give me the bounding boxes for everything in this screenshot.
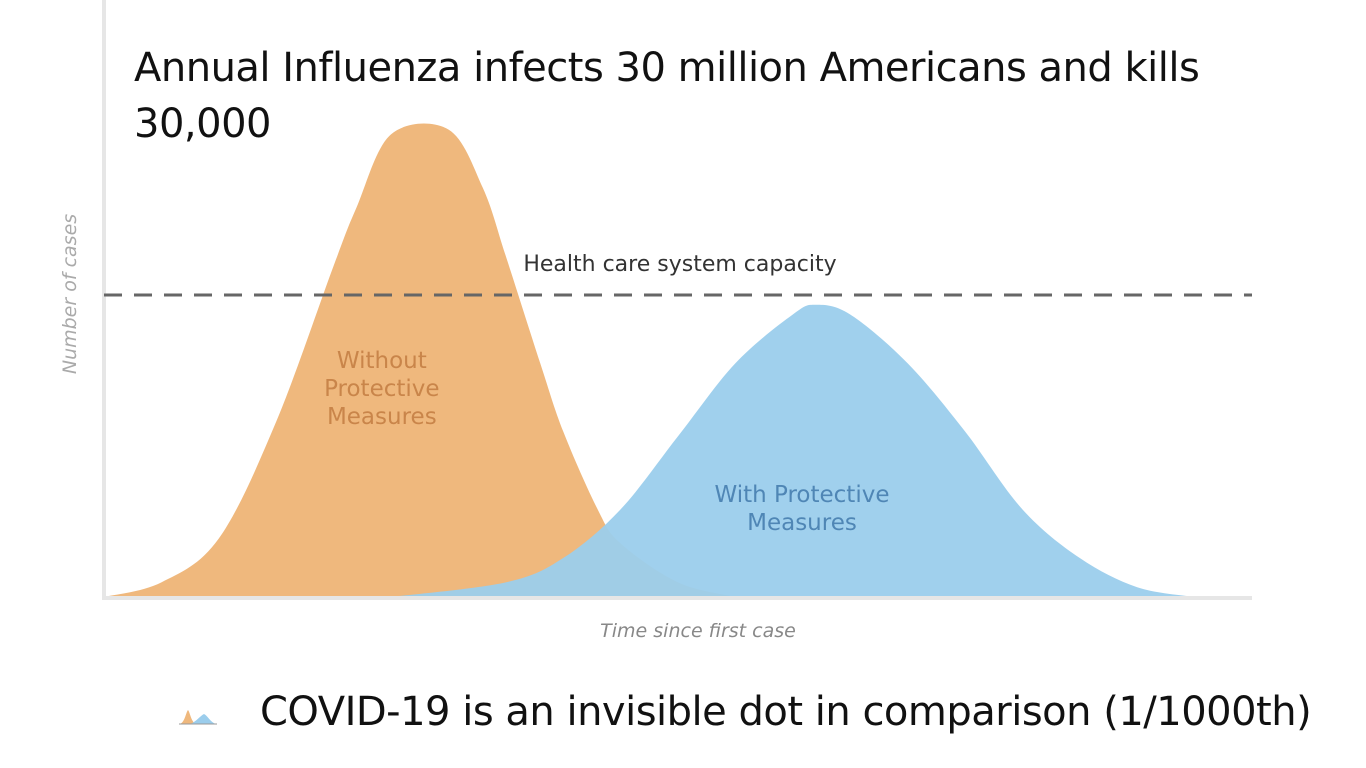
label-with-measures-line: With Protective — [714, 482, 889, 508]
capacity-label: Health care system capacity — [523, 252, 836, 277]
label-without-measures-line: Measures — [327, 404, 437, 430]
chart-areas — [104, 123, 1195, 597]
y-axis-label: Number of cases — [59, 214, 81, 374]
overlay-title: Annual Influenza infects 30 million Amer… — [134, 45, 1200, 147]
series-area-with-measures — [391, 304, 1195, 597]
comparison-footnote: COVID-19 is an invisible dot in comparis… — [260, 689, 1312, 735]
tiny-flatten-curve-icon — [179, 710, 217, 725]
label-with-measures-line: Measures — [747, 510, 857, 536]
x-axis-label: Time since first case — [600, 620, 796, 642]
label-without-measures-line: Protective — [324, 376, 439, 402]
label-without-measures-line: Without — [337, 348, 427, 374]
series-area-without-measures — [104, 123, 736, 597]
